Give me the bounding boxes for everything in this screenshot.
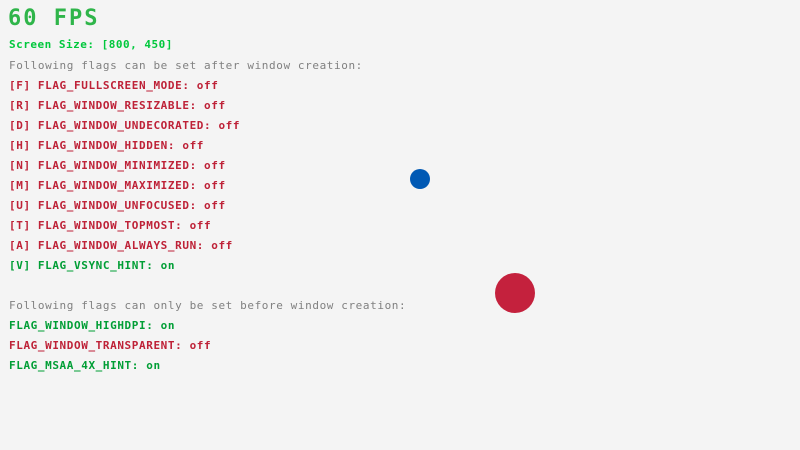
flag-toggle-flag-vsync-hint[interactable]: [V] FLAG_VSYNC_HINT: on xyxy=(9,259,176,272)
flag-toggle-flag-window-hidden[interactable]: [H] FLAG_WINDOW_HIDDEN: off xyxy=(9,139,205,152)
screen-size-label: Screen Size: [800, 450] xyxy=(9,38,173,51)
flag-toggle-flag-fullscreen-mode[interactable]: [F] FLAG_FULLSCREEN_MODE: off xyxy=(9,79,219,92)
red-circle xyxy=(495,273,535,313)
flag-static-flag-window-highdpi[interactable]: FLAG_WINDOW_HIGHDPI: on xyxy=(9,319,176,332)
flag-toggle-flag-window-topmost[interactable]: [T] FLAG_WINDOW_TOPMOST: off xyxy=(9,219,212,232)
flag-toggle-flag-window-maximized[interactable]: [M] FLAG_WINDOW_MAXIMIZED: off xyxy=(9,179,226,192)
flag-static-flag-window-transparent[interactable]: FLAG_WINDOW_TRANSPARENT: off xyxy=(9,339,212,352)
startup-flags-header: Following flags can only be set before w… xyxy=(9,299,407,312)
flag-toggle-flag-window-unfocused[interactable]: [U] FLAG_WINDOW_UNFOCUSED: off xyxy=(9,199,226,212)
flag-static-flag-msaa-4x-hint[interactable]: FLAG_MSAA_4X_HINT: on xyxy=(9,359,161,372)
fps-counter: 60 FPS xyxy=(8,6,100,31)
blue-circle xyxy=(410,169,430,189)
flag-toggle-flag-window-always-run[interactable]: [A] FLAG_WINDOW_ALWAYS_RUN: off xyxy=(9,239,233,252)
flag-toggle-flag-window-minimized[interactable]: [N] FLAG_WINDOW_MINIMIZED: off xyxy=(9,159,226,172)
flag-toggle-flag-window-undecorated[interactable]: [D] FLAG_WINDOW_UNDECORATED: off xyxy=(9,119,241,132)
runtime-flags-header: Following flags can be set after window … xyxy=(9,59,363,72)
flag-toggle-flag-window-resizable[interactable]: [R] FLAG_WINDOW_RESIZABLE: off xyxy=(9,99,226,112)
